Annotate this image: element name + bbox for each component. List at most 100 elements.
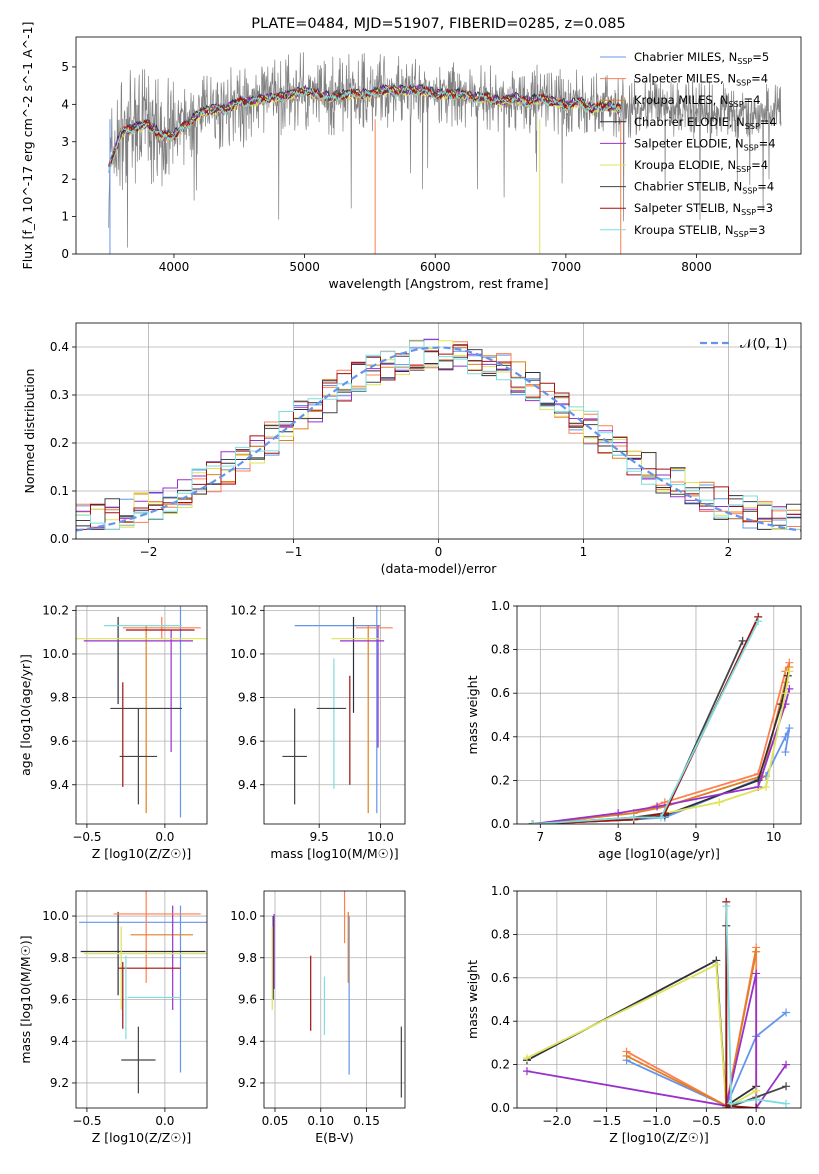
model-spectrum-line — [108, 84, 621, 167]
frame-ebv-mass — [263, 890, 406, 1109]
x-axis-label: Z [log10(Z/Z☉)] — [92, 1130, 192, 1145]
frame-age-weight — [516, 605, 802, 825]
legend-subscript: SSP — [737, 57, 752, 66]
series-marker — [754, 617, 763, 626]
ytick-label: 9.6 — [238, 734, 257, 748]
series-marker — [752, 1086, 761, 1095]
legend-value: =4 — [757, 180, 774, 194]
axes-z-age: −0.5 0.0 9.4 9.6 9.8 10.0 10.2 Z [log10(Z/Z☉)] a… — [18, 603, 207, 861]
ytick-label: 0.6 — [491, 686, 510, 700]
frame-z-mass — [75, 890, 208, 1109]
y-axis-label: mass weight — [465, 960, 480, 1039]
xtick-label: 0.05 — [262, 1114, 289, 1128]
ytick-label: 0 — [61, 247, 69, 261]
series-marker — [761, 782, 770, 791]
series-marker — [522, 1067, 531, 1076]
legend-label: Kroupa MILES, NSSP=4 — [634, 93, 760, 109]
model-spectrum-line — [108, 85, 621, 172]
xtick-label: 0 — [435, 545, 443, 559]
x-axis-label: wavelength [Angstrom, rest frame] — [328, 276, 548, 291]
y-axis-label: mass [log10(M/M☉)] — [18, 935, 33, 1063]
legend-value: =4 — [744, 93, 761, 107]
frame-z-weight — [516, 890, 802, 1109]
frame-residuals — [75, 322, 802, 540]
legend-subscript: SSP — [729, 100, 744, 109]
xtick-label: 8000 — [681, 260, 712, 274]
ytick-label: 9.6 — [50, 993, 69, 1007]
series-line — [532, 688, 791, 824]
xtick-label: 0.0 — [155, 830, 174, 844]
axes-ebv-mass: 0.05 0.10 0.15 9.2 9.4 9.6 9.8 10.0 E(B-V) — [230, 891, 405, 1145]
xtick-label: 1 — [580, 545, 588, 559]
series-marker — [715, 798, 724, 807]
xtick-label: −2 — [140, 545, 158, 559]
ytick-label: 0.2 — [50, 436, 69, 450]
ytick-label: 9.4 — [50, 1034, 69, 1048]
xtick-label: −1.5 — [592, 1114, 621, 1128]
ytick-label: 3 — [61, 135, 69, 149]
ytick-label: 10.0 — [42, 909, 69, 923]
xtick-label: 6000 — [420, 260, 451, 274]
ytick-label: 5 — [61, 60, 69, 74]
errorbar-plot — [76, 606, 207, 818]
ytick-label: 9.6 — [50, 734, 69, 748]
series-marker — [622, 1051, 631, 1060]
y-axis-label: mass weight — [465, 675, 480, 754]
ytick-label: 10.2 — [230, 603, 257, 617]
ytick-label: 9.2 — [238, 1076, 257, 1090]
xtick-label: 5000 — [289, 260, 320, 274]
x-axis-label: Z [log10(Z/Z☉)] — [92, 846, 192, 861]
ytick-label: 0.0 — [491, 817, 510, 831]
series-marker — [522, 1054, 531, 1063]
legend-value: =4 — [759, 136, 776, 150]
ytick-label: 1 — [61, 210, 69, 224]
ytick-label: 0.4 — [491, 1014, 510, 1028]
series-marker — [656, 813, 665, 822]
xtick-label: −2.0 — [542, 1114, 571, 1128]
spectrum-legend: Chabrier MILES, NSSP=5 Salpeter MILES, NS… — [600, 50, 777, 239]
xtick-label: 9 — [692, 830, 700, 844]
legend-value: =4 — [751, 158, 768, 172]
series-marker — [752, 1104, 761, 1108]
series-line — [532, 675, 789, 824]
series-line — [532, 620, 760, 824]
model-spectrum-line — [108, 83, 621, 173]
series-marker — [752, 1095, 761, 1104]
chart-title: PLATE=0484, MJD=51907, FIBERID=0285, z=0… — [251, 16, 625, 32]
histogram-step-line — [76, 340, 801, 530]
x-axis-label: E(B-V) — [315, 1130, 354, 1145]
ytick-label: 0.3 — [50, 388, 69, 402]
legend-subscript: SSP — [734, 230, 749, 239]
series-marker — [722, 1101, 731, 1108]
series-marker — [722, 902, 731, 911]
residual-legend: 𝒩(0, 1) — [700, 337, 787, 352]
ytick-label: 0.6 — [491, 971, 510, 985]
legend-label: Chabrier ELODIE, NSSP=4 — [634, 115, 777, 131]
series-marker — [782, 1008, 791, 1017]
series-marker — [752, 947, 761, 956]
series-line — [526, 963, 757, 1108]
series-line — [532, 666, 791, 824]
ytick-label: 9.2 — [50, 1076, 69, 1090]
xtick-label: −0.5 — [72, 1114, 101, 1128]
ytick-label: 1.0 — [491, 599, 510, 613]
x-axis-label: (data-model)/error — [381, 561, 498, 576]
frame-z-age — [75, 605, 208, 825]
x-axis-label: Z [log10(Z/Z☉)] — [609, 1130, 709, 1145]
ytick-label: 9.4 — [238, 778, 257, 792]
ytick-label: 1.0 — [491, 884, 510, 898]
legend-subscript: SSP — [741, 208, 756, 217]
frame-spectrum — [75, 36, 802, 255]
series-line — [532, 662, 791, 824]
ytick-label: 9.4 — [50, 778, 69, 792]
series-marker — [782, 1082, 791, 1091]
xtick-label: 2 — [725, 545, 733, 559]
ytick-label: 0.4 — [491, 730, 510, 744]
series-marker — [614, 809, 623, 818]
legend-subscript: SSP — [736, 79, 751, 88]
ytick-label: 4 — [61, 97, 69, 111]
legend-value: =5 — [752, 50, 769, 64]
legend-label: Salpeter ELODIE, NSSP=4 — [634, 136, 776, 152]
series-marker — [629, 813, 638, 822]
